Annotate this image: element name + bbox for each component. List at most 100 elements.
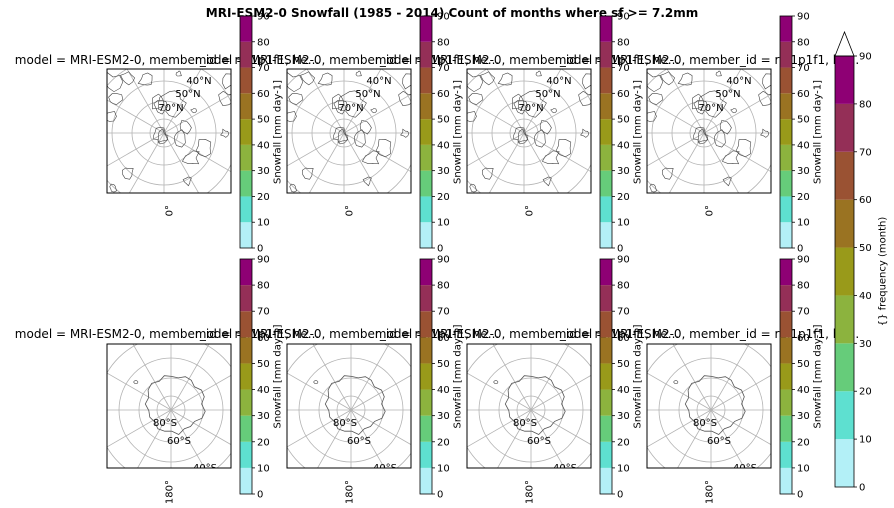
colorbar-segment [420, 119, 432, 145]
colorbar-segment [420, 222, 432, 248]
colorbar-tick-label: 80 [437, 281, 450, 292]
gridline-meridian [467, 409, 532, 448]
latitude-label: 70°N [698, 103, 723, 114]
colorbar-segment [420, 41, 432, 68]
coastline [137, 72, 153, 86]
colorbar-segment [420, 285, 432, 312]
colorbar-tick-label: 50 [437, 115, 450, 126]
gridline-meridian [677, 409, 712, 468]
colorbar-segment [240, 144, 252, 171]
colorbar-segment [420, 441, 432, 468]
map-panel: 40°N50°N70°N0°model = MRI-ESM2-0, member… [15, 53, 319, 216]
colorbar-tick-label: 30 [257, 411, 270, 422]
gridline-meridian [647, 409, 712, 448]
coastline [181, 150, 200, 165]
gridline-meridian [170, 374, 231, 411]
coastline [467, 71, 484, 93]
colorbar-label: Snowfall [mm day-1] [273, 80, 284, 184]
colorbar-segment [600, 441, 612, 468]
latitude-label: 70°N [158, 103, 183, 114]
coastline [354, 129, 366, 148]
coastline [692, 126, 709, 145]
coastline [222, 73, 231, 90]
coastline [133, 380, 139, 384]
gridline-meridian [668, 132, 705, 193]
colorbar-segment [600, 259, 612, 286]
meridian-label: 0° [345, 205, 356, 216]
colorbar-segment [835, 343, 854, 392]
colorbar-tick-label: 90 [797, 12, 810, 23]
coastline [190, 108, 197, 114]
meridian-label: 180° [165, 480, 176, 504]
coastline [361, 150, 380, 165]
coastline [661, 167, 674, 180]
gridline-meridian [317, 409, 352, 468]
gridline-meridian [287, 372, 352, 411]
panel-colorbar: 0 10 20 30 40 50 60 70 80 90 Snowfall [mm day-1] [779, 12, 824, 255]
colorbar-tick-label: 50 [617, 359, 630, 370]
panel-colorbar: 0 10 20 30 40 50 60 70 80 90 Snowfall [mm day-1] [779, 255, 824, 501]
coastline [301, 167, 314, 180]
colorbar-segment [420, 389, 432, 416]
latitude-label: 40°S [193, 463, 217, 474]
colorbar-tick-label: 40 [797, 385, 810, 396]
meridian-label: 0° [165, 205, 176, 216]
gridline-meridian [647, 132, 705, 167]
colorbar-tick-label: 10 [797, 463, 810, 474]
colorbar-segment [600, 41, 612, 68]
coastline [480, 71, 496, 86]
colorbar-tick-label: 20 [797, 437, 810, 448]
coastline [692, 93, 705, 110]
gridline-meridian [467, 372, 532, 411]
colorbar-tick-label: 90 [859, 52, 872, 63]
colorbar-tick-label: 70 [797, 307, 810, 318]
coastline [555, 138, 572, 158]
colorbar-tick-label: 90 [437, 12, 450, 23]
latitude-label: 40°N [186, 76, 211, 87]
colorbar-segment [420, 415, 432, 442]
colorbar-tick-label: 60 [437, 89, 450, 100]
colorbar-segment [600, 467, 612, 494]
colorbar-tick-label: 80 [617, 37, 630, 48]
colorbar-segment [600, 222, 612, 248]
coastline [300, 71, 316, 86]
coastline [649, 183, 657, 193]
coastline [152, 93, 165, 110]
colorbar-extend-triangle [834, 30, 855, 57]
colorbar-tick-label: 50 [797, 115, 810, 126]
colorbar-segment [240, 441, 252, 468]
gridline-meridian [107, 372, 172, 411]
colorbar-segment [420, 311, 432, 338]
map-content: 40°N 50°N 70°N [107, 69, 231, 193]
colorbar-segment [780, 441, 792, 468]
coastline [375, 138, 392, 158]
colorbar-tick-label: 90 [797, 255, 810, 266]
colorbar-tick-label: 70 [437, 307, 450, 318]
colorbar-segment [780, 467, 792, 494]
gridline-meridian [163, 132, 200, 193]
colorbar-tick-label: 0 [797, 490, 803, 501]
meridian-label: 180° [525, 480, 536, 504]
colorbar-tick-label: 40 [617, 140, 630, 151]
colorbar-tick-label: 20 [437, 437, 450, 448]
colorbar-segment [420, 337, 432, 364]
colorbar-tick-label: 70 [257, 307, 270, 318]
coastline [359, 119, 372, 135]
colorbar-tick-label: 0 [617, 490, 623, 501]
colorbar-tick-label: 50 [257, 359, 270, 370]
latitude-label: 70°N [518, 103, 543, 114]
colorbar-tick-label: 80 [617, 281, 630, 292]
map-frame [106, 343, 232, 469]
coastline [175, 70, 182, 77]
coastline [108, 93, 124, 105]
colorbar-tick-label: 0 [437, 244, 443, 255]
colorbar-tick-label: 10 [617, 463, 630, 474]
meridian-label: 0° [525, 205, 536, 216]
colorbar-tick-label: 40 [257, 385, 270, 396]
coastline [333, 100, 349, 115]
colorbar-tick-label: 40 [797, 140, 810, 151]
latitude-label: 50°N [355, 89, 380, 100]
colorbar-tick-label: 90 [437, 255, 450, 266]
gridline-meridian [488, 132, 525, 193]
colorbar-segment [420, 16, 432, 42]
